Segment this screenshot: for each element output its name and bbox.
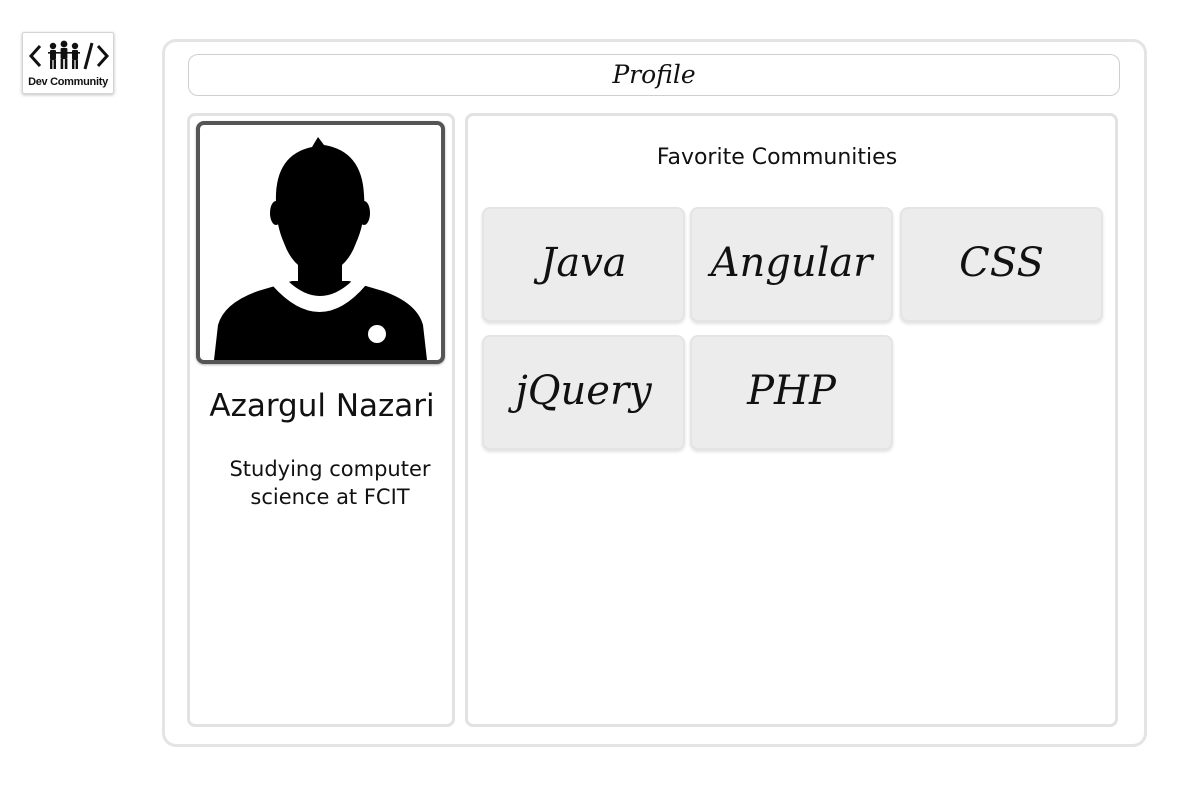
user-silhouette-icon [214,137,427,360]
page-title: Profile [188,54,1120,96]
community-tile-jquery[interactable]: jQuery [482,335,685,450]
user-name: Azargul Nazari [209,388,435,424]
favorite-communities-title: Favorite Communities [656,145,898,170]
people-code-icon [28,40,110,70]
user-bio: Studying computer science at FCIT [198,455,462,511]
community-tile-php[interactable]: PHP [690,335,893,450]
logo-text: Dev Community [28,76,108,88]
community-tile-java[interactable]: Java [482,207,685,322]
avatar [196,121,445,364]
user-bio-line-1: Studying computer [229,457,431,481]
user-bio-line-2: science at FCIT [250,485,410,509]
community-tile-css[interactable]: CSS [900,207,1103,322]
community-tile-angular[interactable]: Angular [690,207,893,322]
dev-community-logo[interactable]: Dev Community [22,32,114,94]
